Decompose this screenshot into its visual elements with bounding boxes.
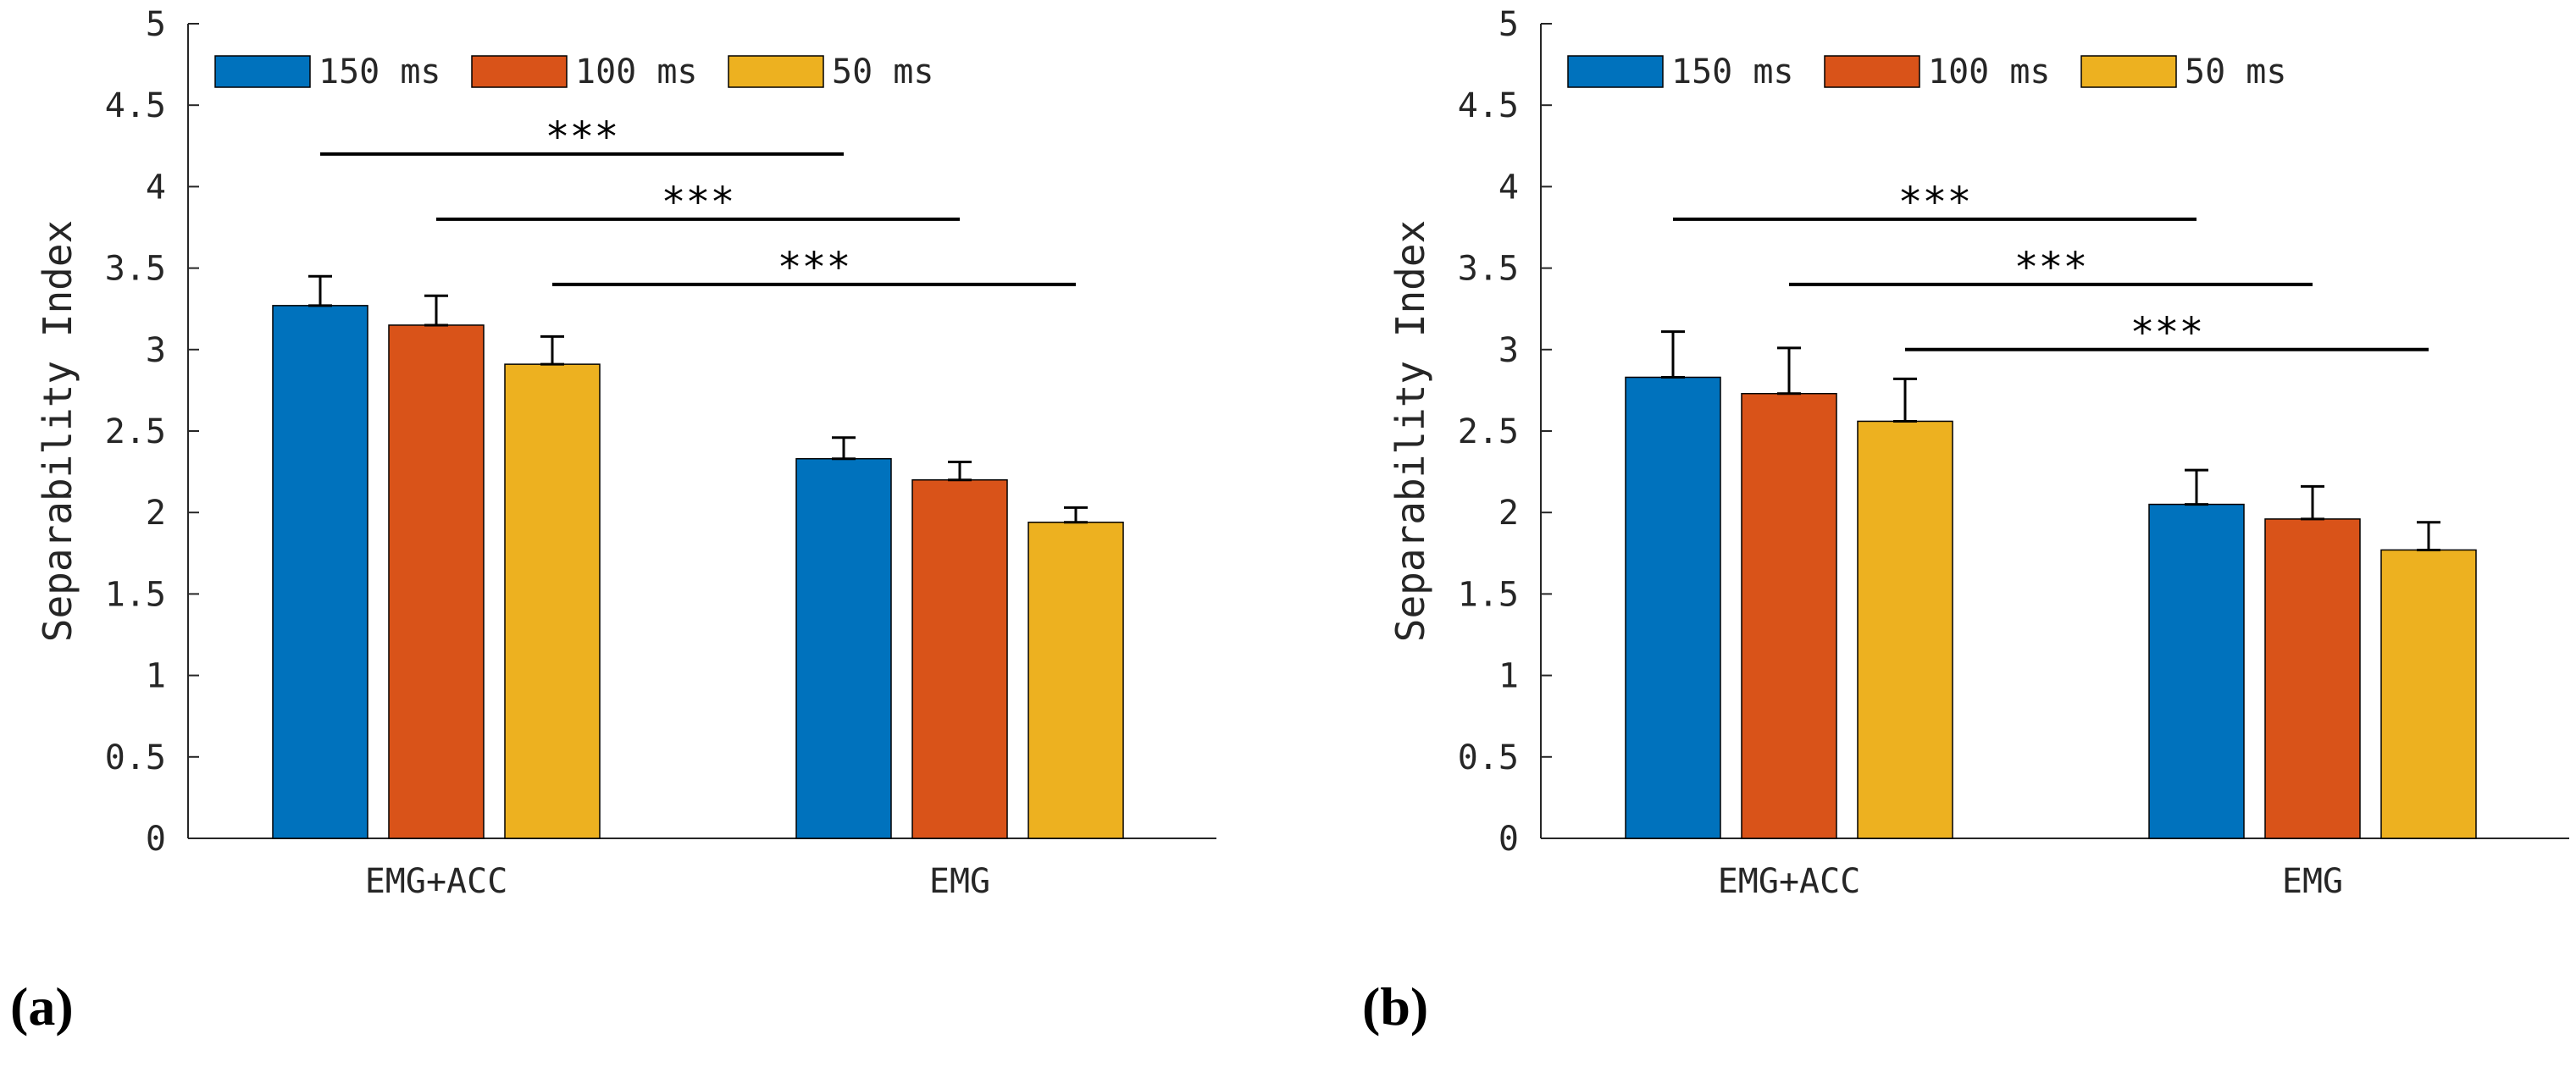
bar [1625, 376, 1721, 839]
bar [272, 305, 368, 839]
x-tick-label: EMG+ACC [365, 862, 508, 901]
legend-swatch [728, 55, 824, 88]
legend-label: 100 ms [1928, 53, 2051, 91]
legend-label: 150 ms [319, 53, 441, 91]
x-tick-label: EMG [2282, 862, 2343, 901]
legend-label: 150 ms [1671, 53, 1794, 91]
significance-label: *** [1898, 179, 1972, 226]
x-tick-label: EMG [929, 862, 990, 901]
bar [388, 324, 485, 839]
y-tick-label: 1.5 [105, 575, 166, 614]
significance-label: *** [2130, 309, 2204, 357]
significance-label: *** [546, 113, 619, 161]
panel-label: (a) [10, 976, 74, 1037]
significance-label: *** [2014, 244, 2088, 291]
bar [795, 457, 892, 839]
y-tick-label: 5 [1499, 5, 1519, 44]
y-tick-label: 4 [1499, 168, 1519, 207]
legend-label: 50 ms [2185, 53, 2286, 91]
y-tick-label: 4 [146, 168, 166, 207]
significance-label: *** [778, 244, 851, 291]
y-tick-label: 2.5 [1458, 412, 1519, 451]
x-tick-label: EMG+ACC [1718, 862, 1861, 901]
significance-label: *** [662, 179, 735, 226]
y-tick-label: 2 [1499, 494, 1519, 533]
bar [1028, 521, 1124, 839]
y-tick-label: 1.5 [1458, 575, 1519, 614]
y-tick-label: 2.5 [105, 412, 166, 451]
y-tick-label: 3 [146, 331, 166, 370]
bar [1741, 392, 1837, 839]
panel-a: 0 0.5 1 1.5 2 2.5 3 3.5 4 4.5 5 Separability Index E… [10, 5, 1216, 1037]
y-tick-label: 0.5 [1458, 738, 1519, 777]
panel-b: 0 0.5 1 1.5 2 2.5 3 3.5 4 4.5 5 Separability Index E… [1362, 5, 2569, 1037]
legend-label: 100 ms [575, 53, 698, 91]
y-tick-label: 1 [146, 657, 166, 696]
bar [504, 363, 601, 839]
y-tick-label: 0 [1499, 820, 1519, 859]
y-axis-label: Separability Index [1388, 220, 1433, 643]
y-tick-label: 3 [1499, 331, 1519, 370]
legend-swatch [471, 55, 568, 88]
y-axis-label: Separability Index [35, 220, 80, 643]
bar [2380, 549, 2477, 839]
bar [2264, 518, 2361, 839]
y-tick-label: 5 [146, 5, 166, 44]
legend-label: 50 ms [832, 53, 933, 91]
bar [2148, 503, 2245, 839]
y-tick-label: 0.5 [105, 738, 166, 777]
y-tick-label: 4.5 [1458, 86, 1519, 125]
legend-swatch [2080, 55, 2177, 88]
legend-swatch [1824, 55, 1920, 88]
y-tick-label: 0 [146, 820, 166, 859]
bar [911, 478, 1008, 839]
y-tick-label: 1 [1499, 657, 1519, 696]
panel-label: (b) [1362, 976, 1428, 1037]
legend-swatch [1567, 55, 1664, 88]
y-tick-label: 4.5 [105, 86, 166, 125]
y-tick-label: 3.5 [1458, 250, 1519, 289]
bar [1857, 420, 1953, 839]
y-tick-label: 3.5 [105, 250, 166, 289]
y-tick-label: 2 [146, 494, 166, 533]
legend-swatch [214, 55, 311, 88]
